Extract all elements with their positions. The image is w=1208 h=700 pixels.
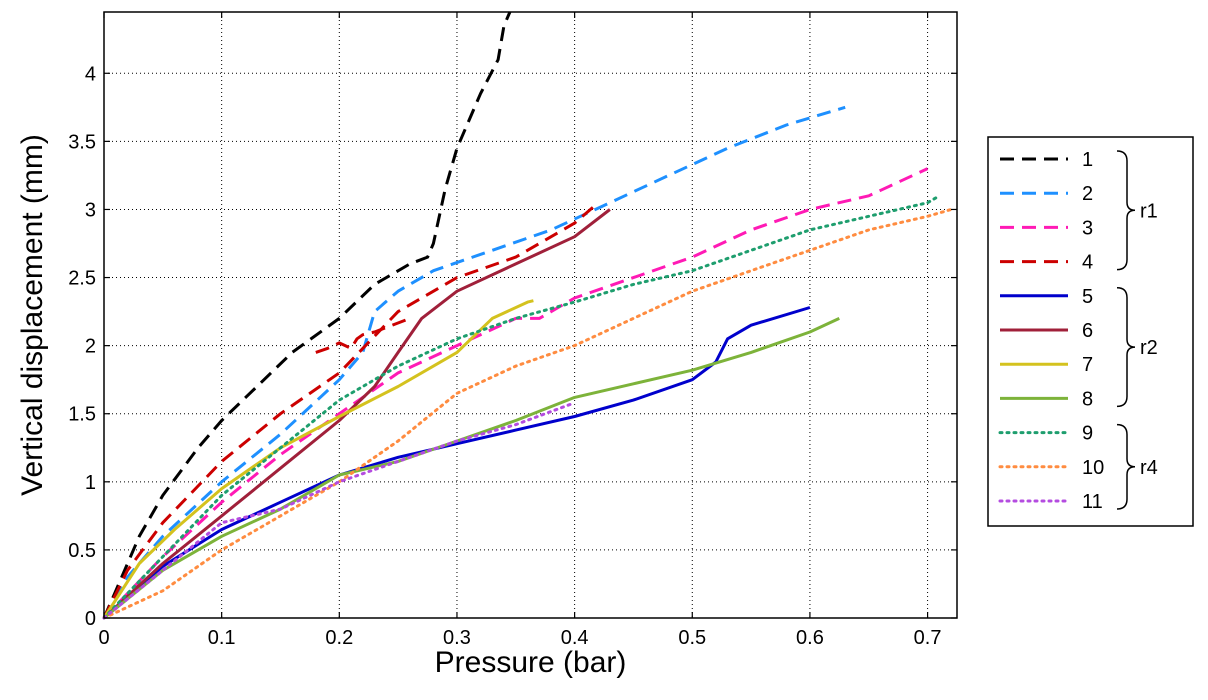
legend-label-8: 8 xyxy=(1082,388,1093,410)
series-line-5 xyxy=(103,306,811,620)
y-tick-label: 1 xyxy=(85,472,96,494)
legend-group-label-r1: r1 xyxy=(1140,200,1158,222)
y-axis-title: Vertical displacement (mm) xyxy=(16,134,49,496)
series-line-10 xyxy=(102,208,953,620)
x-tick-label: 0.1 xyxy=(208,627,236,649)
legend-brace-r1 xyxy=(1116,150,1136,271)
grid xyxy=(104,12,957,618)
series-line-11 xyxy=(102,401,577,620)
x-axis-title: Pressure (bar) xyxy=(435,646,627,679)
legend-brace-r2 xyxy=(1116,287,1136,408)
legend-label-5: 5 xyxy=(1082,286,1093,308)
y-tick-label: 0 xyxy=(85,608,96,630)
y-tick-label: 3.5 xyxy=(68,131,96,153)
legend-label-9: 9 xyxy=(1082,423,1093,445)
x-tick-label: 0.7 xyxy=(914,627,942,649)
legend-label-11: 11 xyxy=(1082,491,1103,513)
legend: 1 2 3 4 5 6 7 8 9 10 11 r1 r2 r4 xyxy=(987,136,1194,527)
x-tick-label: 0 xyxy=(98,627,109,649)
legend-label-3: 3 xyxy=(1082,217,1093,239)
x-tick-label: 0.5 xyxy=(678,627,706,649)
series-line-9 xyxy=(102,194,941,620)
legend-label-7: 7 xyxy=(1082,354,1093,376)
legend-label-4: 4 xyxy=(1082,252,1093,274)
ticks: 0 0.1 0.2 0.3 0.4 0.5 0.6 0.7 0 0.5 1 1.5 2 2.5 3 3.5 4 xyxy=(68,12,957,649)
x-tick-label: 0.3 xyxy=(443,627,471,649)
y-tick-label: 2.5 xyxy=(68,268,96,290)
legend-brace-r4 xyxy=(1116,423,1136,510)
series-line-4 xyxy=(102,201,600,619)
legend-group-label-r2: r2 xyxy=(1140,337,1158,359)
x-tick-label: 0.6 xyxy=(796,627,824,649)
series-line-4b xyxy=(315,317,411,354)
series-line-3 xyxy=(102,167,929,620)
series-line-2 xyxy=(102,105,846,619)
series-line-1 xyxy=(102,11,512,619)
series-line-6 xyxy=(102,208,611,620)
x-tick-label: 0.4 xyxy=(561,627,589,649)
series-line-8 xyxy=(103,317,840,620)
axes-box xyxy=(103,11,958,619)
y-tick-label: 3 xyxy=(85,199,96,221)
y-tick-label: 1.5 xyxy=(68,404,96,426)
y-tick-label: 4 xyxy=(85,63,96,85)
legend-group-label-r4: r4 xyxy=(1140,457,1158,479)
series-group xyxy=(102,11,953,620)
y-tick-label: 0.5 xyxy=(68,540,96,562)
legend-label-6: 6 xyxy=(1082,320,1093,342)
x-tick-label: 0.2 xyxy=(325,627,353,649)
legend-label-2: 2 xyxy=(1082,183,1093,205)
legend-label-1: 1 xyxy=(1082,149,1093,171)
legend-label-10: 10 xyxy=(1082,457,1104,479)
y-tick-label: 2 xyxy=(85,336,96,358)
series-line-7 xyxy=(102,299,534,619)
